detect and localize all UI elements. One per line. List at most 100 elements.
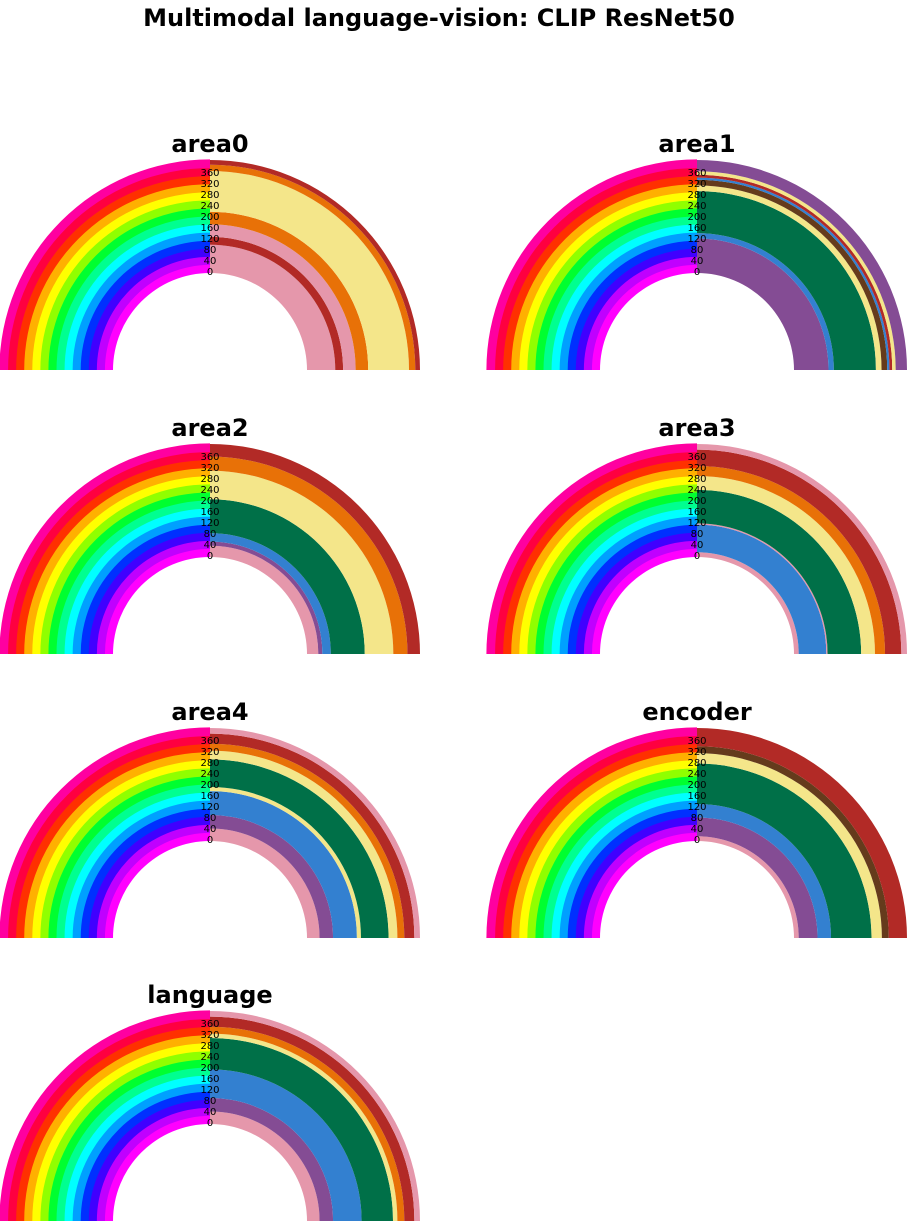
category-band bbox=[210, 470, 394, 654]
panel-title: language bbox=[147, 981, 272, 1009]
radial-tick-label: 360 bbox=[687, 168, 706, 179]
radial-tick-label: 240 bbox=[200, 485, 219, 496]
figure-title: Multimodal language-vision: CLIP ResNet5… bbox=[143, 4, 735, 32]
category-band bbox=[210, 1037, 394, 1221]
radial-tick-label: 200 bbox=[200, 780, 219, 791]
radial-tick-label: 40 bbox=[204, 540, 217, 551]
category-band bbox=[210, 1111, 320, 1221]
category-band bbox=[697, 817, 818, 938]
radial-tick-label: 80 bbox=[691, 245, 704, 256]
category-band bbox=[697, 476, 875, 654]
category-band bbox=[697, 238, 829, 370]
panel-title: encoder bbox=[642, 698, 752, 726]
category-band bbox=[210, 499, 365, 654]
radial-tick-label: 160 bbox=[200, 791, 219, 802]
category-band bbox=[210, 244, 336, 370]
radial-tick-label: 40 bbox=[691, 540, 704, 551]
radial-tick-label: 320 bbox=[687, 463, 706, 474]
category-band bbox=[210, 533, 331, 654]
radial-tick-label: 360 bbox=[200, 452, 219, 463]
radial-tick-label: 320 bbox=[687, 747, 706, 758]
radial-tick-label: 200 bbox=[687, 496, 706, 507]
radial-tick-label: 360 bbox=[200, 168, 219, 179]
panel-title: area3 bbox=[658, 414, 735, 442]
radial-tick-label: 240 bbox=[687, 201, 706, 212]
radial-tick-label: 320 bbox=[200, 1030, 219, 1041]
category-band bbox=[210, 1069, 362, 1221]
radial-tick-label: 320 bbox=[200, 747, 219, 758]
radial-tick-label: 320 bbox=[200, 463, 219, 474]
category-band bbox=[210, 759, 389, 938]
radial-tick-label: 320 bbox=[687, 179, 706, 190]
radial-tick-label: 80 bbox=[691, 813, 704, 824]
radial-tick-label: 120 bbox=[687, 234, 706, 245]
radial-tick-label: 40 bbox=[204, 824, 217, 835]
category-band bbox=[697, 489, 862, 654]
category-band bbox=[697, 763, 872, 938]
radial-tick-label: 0 bbox=[694, 835, 700, 846]
radial-tick-label: 160 bbox=[687, 791, 706, 802]
radial-tick-label: 0 bbox=[694, 267, 700, 278]
radial-tick-label: 280 bbox=[200, 190, 219, 201]
category-band bbox=[210, 224, 356, 370]
radial-tick-label: 240 bbox=[200, 1052, 219, 1063]
radial-tick-label: 360 bbox=[200, 736, 219, 747]
category-band bbox=[210, 545, 319, 654]
radial-tick-label: 40 bbox=[691, 824, 704, 835]
radial-tick-label: 200 bbox=[200, 496, 219, 507]
radial-tick-label: 0 bbox=[207, 1118, 213, 1129]
radial-tick-label: 120 bbox=[200, 234, 219, 245]
category-band bbox=[210, 170, 410, 370]
radial-tick-label: 360 bbox=[687, 736, 706, 747]
panel-title: area4 bbox=[171, 698, 248, 726]
radial-tick-label: 240 bbox=[200, 201, 219, 212]
radial-tick-label: 160 bbox=[200, 1074, 219, 1085]
radial-tick-label: 120 bbox=[687, 518, 706, 529]
radial-tick-label: 240 bbox=[687, 485, 706, 496]
radial-tick-label: 40 bbox=[204, 1107, 217, 1118]
category-band bbox=[210, 1097, 334, 1221]
radial-tick-label: 360 bbox=[687, 452, 706, 463]
radial-tick-label: 160 bbox=[200, 223, 219, 234]
category-band bbox=[697, 191, 876, 370]
radial-tick-label: 160 bbox=[687, 223, 706, 234]
radial-tick-label: 80 bbox=[691, 529, 704, 540]
radial-tick-label: 200 bbox=[687, 780, 706, 791]
category-band bbox=[210, 814, 334, 938]
radial-tick-label: 0 bbox=[207, 267, 213, 278]
radial-tick-label: 80 bbox=[204, 813, 217, 824]
radial-tick-label: 280 bbox=[687, 474, 706, 485]
radial-tick-label: 360 bbox=[200, 1019, 219, 1030]
category-band bbox=[210, 828, 320, 938]
radial-tick-label: 280 bbox=[200, 1041, 219, 1052]
radial-tick-label: 200 bbox=[200, 212, 219, 223]
radial-tick-label: 120 bbox=[687, 802, 706, 813]
panel-title: area2 bbox=[171, 414, 248, 442]
category-band bbox=[210, 456, 408, 654]
radial-tick-label: 40 bbox=[691, 256, 704, 267]
category-band bbox=[697, 728, 907, 938]
radial-tick-label: 120 bbox=[200, 802, 219, 813]
radial-tick-label: 160 bbox=[200, 507, 219, 518]
radial-tick-label: 80 bbox=[204, 1096, 217, 1107]
radial-tick-label: 280 bbox=[687, 190, 706, 201]
radial-tick-label: 120 bbox=[200, 1085, 219, 1096]
category-band bbox=[210, 236, 344, 370]
radial-tick-label: 280 bbox=[200, 474, 219, 485]
category-band bbox=[697, 803, 832, 938]
category-band bbox=[210, 791, 357, 938]
radial-tick-label: 0 bbox=[207, 835, 213, 846]
radial-tick-label: 280 bbox=[200, 758, 219, 769]
category-band bbox=[697, 449, 902, 654]
panel-title: area0 bbox=[171, 130, 248, 158]
category-band bbox=[210, 211, 369, 370]
category-band bbox=[697, 524, 827, 654]
radial-tick-label: 40 bbox=[204, 256, 217, 267]
